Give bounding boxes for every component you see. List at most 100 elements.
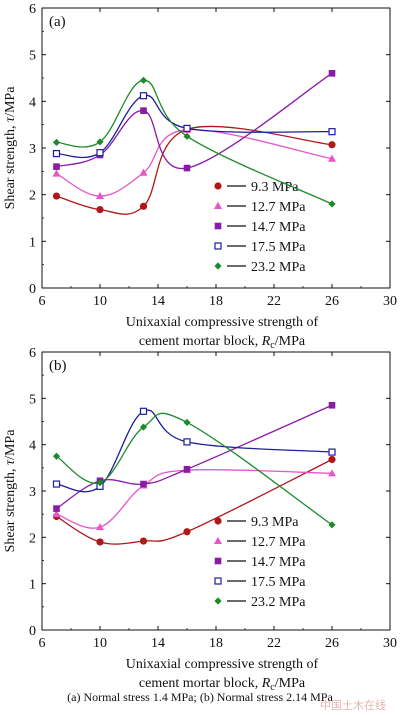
y-axis-label: Shear strength, τ/MPa [3, 429, 18, 553]
legend-marker [214, 182, 222, 190]
y-tick-label: 4 [29, 95, 36, 110]
legend-marker [214, 577, 222, 585]
legend-marker [214, 222, 222, 230]
series-line [56, 125, 333, 215]
figure-caption: (a) Normal stress 1.4 MPa; (b) Normal st… [67, 690, 333, 704]
y-tick-label: 3 [29, 485, 36, 500]
legend-label: 23.2 MPa [251, 595, 306, 610]
series-line [56, 404, 333, 510]
data-point [139, 537, 148, 545]
x-tick-label: 30 [383, 294, 397, 309]
legend-marker [214, 201, 222, 209]
data-point [140, 480, 147, 488]
x-tick-label: 10 [93, 294, 107, 309]
data-point [183, 418, 191, 427]
x-axis-label-text: cement mortar block, [139, 334, 262, 349]
x-axis-label-unit: /MPa [275, 676, 306, 691]
x-axis-label-line2: cement mortar block, Rc/MPa [139, 334, 306, 351]
data-point [183, 438, 191, 446]
y-axis-label-text: Shear strength, [3, 465, 18, 552]
chart-panel-a: 6 10 14 18 22 26 30 0 1 2 3 4 5 6 (a) Shear strength, τ… [3, 2, 397, 351]
series-3: 17.5 MPa [52, 92, 336, 255]
series-1: 12.7 MPa [52, 465, 336, 550]
y-tick-label: 2 [29, 531, 36, 546]
data-point [139, 92, 148, 100]
data-point [183, 164, 191, 172]
series-0: 9.3 MPa [52, 125, 336, 215]
x-tick-label: 26 [325, 636, 339, 651]
data-point [52, 509, 61, 518]
series-line [56, 409, 333, 493]
legend-marker [214, 597, 222, 605]
x-axis-label-line2: cement mortar block, Rc/MPa [139, 676, 306, 693]
data-point [328, 448, 336, 456]
data-point [52, 150, 61, 158]
y-axis-label-symbol: τ [3, 116, 18, 122]
data-point [328, 521, 336, 529]
y-tick-label: 0 [29, 282, 36, 297]
x-tick-label: 18 [209, 636, 223, 651]
y-tick-label: 6 [29, 346, 36, 361]
legend-label: 12.7 MPa [251, 535, 306, 550]
data-point [52, 192, 61, 200]
data-point [139, 423, 148, 431]
data-point [53, 163, 60, 170]
series-line [56, 468, 333, 529]
series-4: 23.2 MPa [52, 412, 336, 610]
data-point [140, 107, 147, 114]
x-tick-label: 18 [209, 294, 223, 309]
panel-label: (a) [49, 14, 66, 30]
y-tick-label: 0 [29, 624, 36, 639]
legend-label: 17.5 MPa [251, 240, 306, 255]
data-point [96, 191, 104, 200]
data-point [183, 124, 191, 133]
x-tick-label: 6 [39, 636, 46, 651]
data-point [183, 528, 191, 536]
y-tick-label: 5 [29, 49, 36, 64]
x-tick-label: 22 [267, 636, 281, 651]
x-axis-label-line1: Unixaxial compressive strength of [126, 315, 319, 330]
series-line [56, 79, 333, 205]
chart-panel-b: 6 10 14 18 22 26 30 0 1 2 3 4 5 6 (b) Shear strength, τ… [3, 346, 397, 693]
y-axis-label-unit: /MPa [3, 429, 18, 460]
x-tick-label: 26 [325, 294, 339, 309]
legend-label: 9.3 MPa [251, 515, 299, 530]
data-point [328, 455, 336, 464]
data-point [96, 138, 104, 146]
data-point [139, 76, 148, 84]
data-point [96, 538, 104, 546]
data-point [53, 505, 60, 512]
x-axis-label-subscript: c [270, 340, 275, 351]
legend-label: 14.7 MPa [251, 220, 306, 235]
data-point [139, 202, 148, 210]
series-line [56, 129, 333, 197]
data-point [328, 200, 336, 208]
y-tick-label: 3 [29, 142, 36, 157]
data-point [52, 138, 61, 146]
x-axis-label-symbol: R [261, 676, 271, 691]
data-point [328, 70, 336, 77]
legend-label: 14.7 MPa [251, 555, 306, 570]
legend-label: 23.2 MPa [251, 260, 306, 275]
data-point [328, 141, 336, 149]
x-axis-label-unit: /MPa [275, 334, 306, 349]
x-tick-label: 14 [151, 294, 165, 309]
x-tick-label: 14 [151, 636, 165, 651]
x-axis-label-subscript: c [270, 682, 275, 693]
data-point [52, 480, 61, 488]
data-point [96, 149, 104, 157]
data-point [183, 465, 191, 473]
data-point [328, 401, 336, 409]
y-tick-label: 4 [29, 439, 36, 454]
y-tick-label: 6 [29, 2, 36, 17]
y-axis-label-text: Shear strength, [3, 122, 18, 209]
x-tick-label: 6 [39, 294, 46, 309]
y-axis-label-symbol: τ [3, 459, 18, 465]
legend-marker [214, 262, 222, 270]
x-tick-label: 22 [267, 294, 281, 309]
series-1: 12.7 MPa [52, 125, 336, 215]
series-line [56, 458, 333, 545]
legend-marker [214, 242, 222, 250]
x-tick-label: 30 [383, 636, 397, 651]
